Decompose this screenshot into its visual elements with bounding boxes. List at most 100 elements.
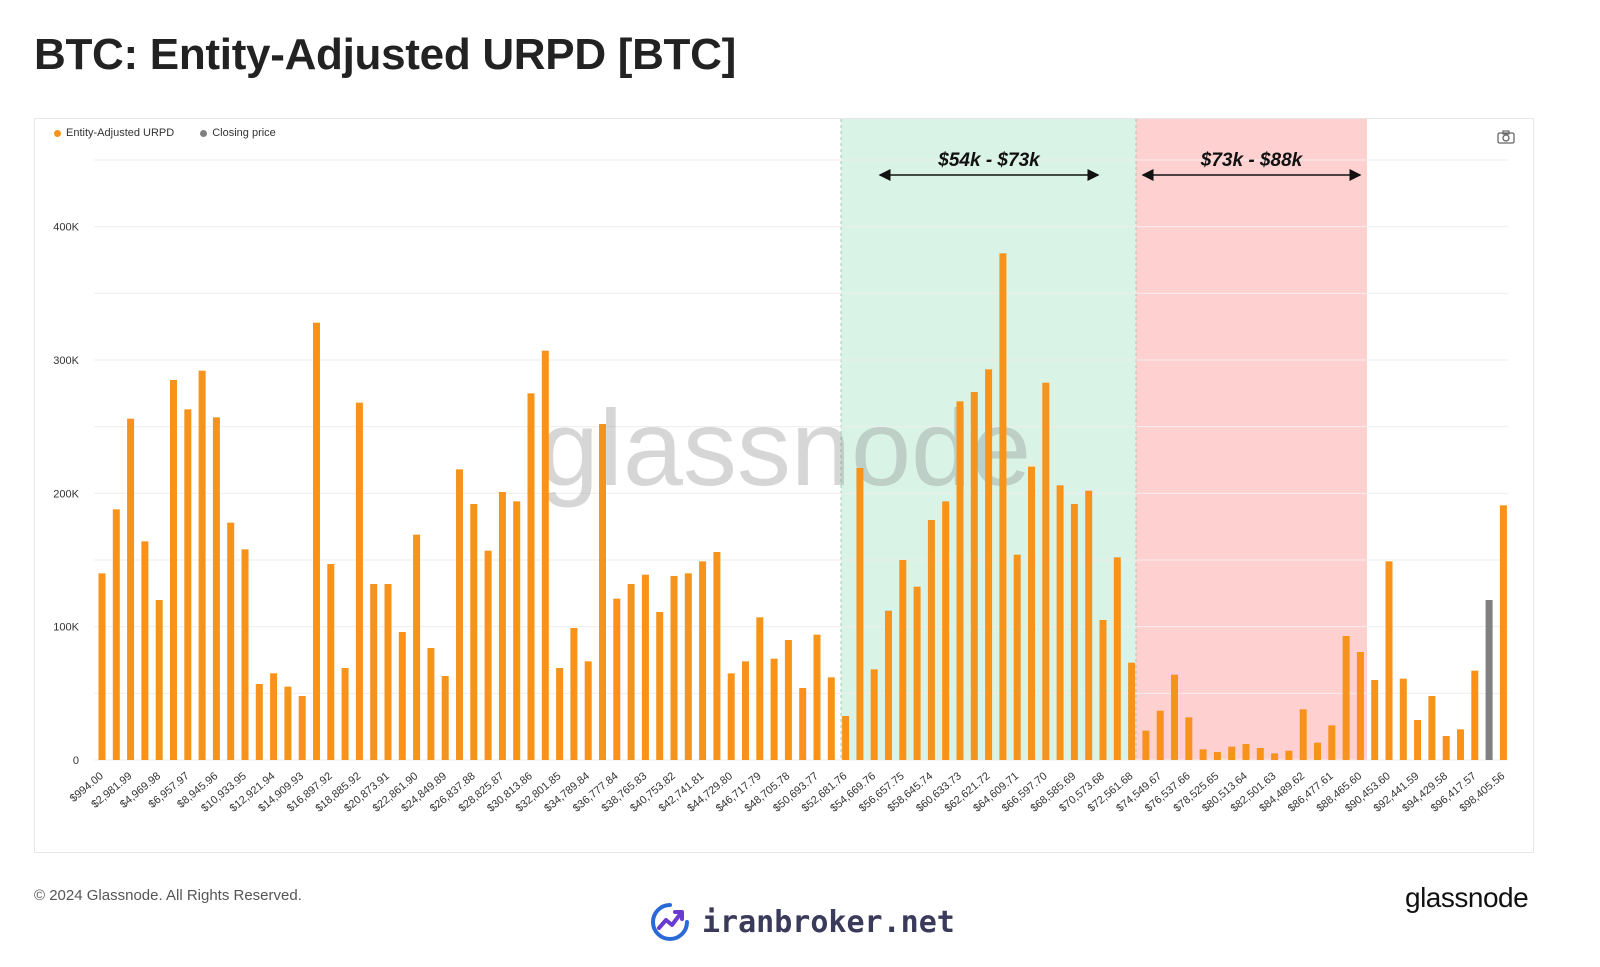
urpd-bar[interactable] [384, 584, 392, 760]
urpd-bar[interactable] [1371, 680, 1379, 760]
urpd-bar[interactable] [870, 669, 878, 760]
urpd-bar[interactable] [1199, 749, 1207, 760]
urpd-bar[interactable] [970, 392, 978, 760]
camera-icon[interactable] [1497, 130, 1515, 144]
urpd-bar[interactable] [184, 409, 192, 760]
urpd-bar[interactable] [842, 716, 850, 760]
urpd-bar[interactable] [556, 668, 564, 760]
urpd-bar[interactable] [441, 676, 449, 760]
urpd-bar[interactable] [270, 673, 278, 760]
urpd-bar[interactable] [813, 634, 821, 760]
urpd-bar[interactable] [527, 393, 535, 760]
urpd-bar[interactable] [1085, 490, 1093, 760]
urpd-bar[interactable] [599, 424, 606, 760]
urpd-bar[interactable] [1271, 753, 1279, 760]
urpd-bar[interactable] [1499, 505, 1507, 760]
urpd-bar[interactable] [1356, 652, 1364, 760]
urpd-bar[interactable] [784, 640, 792, 760]
urpd-bar[interactable] [1314, 742, 1321, 760]
urpd-bar[interactable] [1056, 485, 1064, 760]
urpd-bar[interactable] [1128, 662, 1136, 760]
urpd-bar[interactable] [827, 677, 835, 760]
urpd-bar[interactable] [756, 617, 764, 760]
urpd-bar[interactable] [1228, 746, 1236, 760]
urpd-bar[interactable] [212, 417, 220, 760]
urpd-bar[interactable] [341, 668, 349, 760]
urpd-bar[interactable] [942, 501, 950, 760]
urpd-bar[interactable] [284, 686, 292, 760]
legend-item-closing-price[interactable]: Closing price [200, 127, 276, 139]
urpd-bar[interactable] [613, 598, 621, 760]
urpd-bar[interactable] [927, 520, 935, 760]
closing-price-bar[interactable] [1485, 600, 1493, 760]
urpd-bar[interactable] [1185, 717, 1193, 760]
urpd-bar[interactable] [1285, 750, 1293, 760]
urpd-bar[interactable] [670, 576, 678, 760]
urpd-bar[interactable] [227, 522, 235, 760]
urpd-bar[interactable] [1471, 670, 1479, 760]
urpd-bar[interactable] [856, 468, 864, 760]
urpd-bar[interactable] [413, 534, 421, 760]
urpd-bar[interactable] [470, 504, 478, 760]
urpd-bar[interactable] [1414, 720, 1422, 760]
urpd-bar[interactable] [1457, 729, 1464, 760]
urpd-bar[interactable] [255, 684, 263, 760]
urpd-bar[interactable] [155, 600, 163, 760]
urpd-bar[interactable] [1442, 736, 1450, 760]
urpd-bar[interactable] [1013, 554, 1021, 760]
urpd-bar[interactable] [1113, 557, 1121, 760]
urpd-bar[interactable] [541, 350, 549, 760]
urpd-bar[interactable] [1213, 752, 1221, 760]
urpd-bar[interactable] [1099, 620, 1107, 760]
urpd-bar[interactable] [684, 573, 692, 760]
urpd-bar[interactable] [627, 584, 635, 760]
urpd-bar[interactable] [713, 552, 721, 760]
urpd-bar[interactable] [484, 550, 492, 760]
urpd-bar[interactable] [141, 541, 149, 760]
urpd-bar[interactable] [355, 402, 363, 760]
urpd-bar[interactable] [799, 688, 807, 760]
urpd-bar[interactable] [913, 586, 921, 760]
urpd-bar[interactable] [999, 253, 1007, 761]
legend-item-urpd[interactable]: Entity-Adjusted URPD [54, 127, 174, 139]
urpd-bar[interactable] [1070, 504, 1078, 760]
urpd-bar[interactable] [1385, 561, 1393, 760]
urpd-bar[interactable] [1399, 678, 1407, 760]
urpd-bar[interactable] [1171, 674, 1178, 760]
urpd-bar[interactable] [985, 369, 993, 760]
urpd-bar[interactable] [198, 370, 206, 760]
urpd-bar[interactable] [456, 469, 463, 760]
urpd-bar[interactable] [1328, 725, 1336, 760]
urpd-bar[interactable] [742, 661, 749, 760]
urpd-bar[interactable] [127, 418, 135, 760]
urpd-bar[interactable] [727, 673, 735, 760]
urpd-bar[interactable] [770, 658, 778, 760]
urpd-bar[interactable] [1156, 710, 1164, 760]
urpd-bar[interactable] [956, 401, 964, 760]
urpd-bar[interactable] [1428, 696, 1436, 760]
urpd-bar[interactable] [313, 322, 320, 760]
urpd-bar[interactable] [112, 509, 120, 760]
urpd-bar[interactable] [699, 561, 707, 760]
urpd-bar[interactable] [298, 696, 306, 760]
urpd-bar[interactable] [241, 549, 249, 760]
urpd-bar[interactable] [1142, 730, 1150, 760]
urpd-bar[interactable] [327, 564, 335, 760]
urpd-bar[interactable] [498, 492, 506, 760]
urpd-bar[interactable] [370, 584, 378, 760]
urpd-bar[interactable] [1342, 636, 1350, 760]
urpd-bar[interactable] [656, 612, 664, 760]
urpd-bar[interactable] [885, 610, 892, 760]
urpd-bar[interactable] [1042, 382, 1050, 760]
urpd-bar[interactable] [98, 573, 106, 760]
urpd-bar[interactable] [398, 632, 406, 760]
urpd-bar[interactable] [1299, 709, 1307, 760]
urpd-bar[interactable] [513, 501, 521, 760]
urpd-bar[interactable] [899, 560, 907, 760]
urpd-bar[interactable] [584, 661, 592, 760]
urpd-bar[interactable] [570, 628, 578, 760]
urpd-bar[interactable] [1028, 466, 1035, 760]
urpd-bar[interactable] [170, 380, 177, 760]
urpd-bar[interactable] [1256, 748, 1264, 760]
urpd-bar[interactable] [427, 648, 435, 760]
